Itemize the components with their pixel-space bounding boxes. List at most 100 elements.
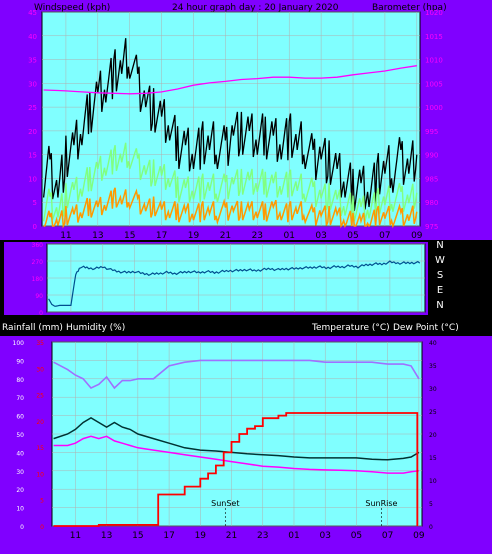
sun-event-markers: SunSet SunRise	[211, 499, 398, 526]
temp-x-tick: 15	[132, 531, 143, 541]
rainfall-line	[53, 412, 419, 527]
direction-tick-labels: 360 270 180 90 0	[32, 242, 44, 317]
wind-x-tick: 09	[411, 231, 423, 241]
wind-x-tick: 03	[315, 231, 326, 241]
wind-direction-line	[48, 260, 421, 307]
wind-x-tick: 21	[220, 231, 231, 241]
wind-grid	[42, 11, 420, 227]
humidity-tick: 0	[20, 524, 24, 531]
temp-x-tick: 03	[319, 531, 330, 541]
wind-x-tick: 01	[283, 231, 294, 241]
temperature-line	[53, 417, 420, 461]
compass-label: W	[435, 255, 445, 266]
wind-right-tick: 980	[425, 199, 438, 207]
wind-x-tick: 23	[252, 231, 263, 241]
direction-series-group	[48, 260, 421, 307]
wind-right-tick: 1005	[425, 80, 443, 88]
rain-tick: 10	[36, 471, 44, 478]
temperature-tick: 10	[429, 478, 437, 485]
temp-x-tick: 17	[163, 531, 174, 541]
wind-x-tick: 05	[347, 231, 358, 241]
barometer-axis-title: Barometer (hpa)	[372, 3, 447, 13]
wind-left-tick: 35	[28, 57, 37, 65]
compass-label: S	[437, 270, 443, 281]
temperature-tick: 30	[429, 386, 437, 393]
direction-tick: 360	[32, 242, 44, 249]
wind-left-tick: 20	[28, 128, 37, 136]
temp-x-tick: 01	[288, 531, 299, 541]
wind-right-tick: 1000	[425, 104, 443, 112]
direction-tick: 90	[35, 293, 43, 300]
wind-series-group	[42, 38, 418, 229]
temperature-axis-title: Temperature (°C)	[311, 323, 390, 333]
wind-panel-header	[0, 0, 492, 12]
temperature-tick: 15	[429, 455, 437, 462]
humidity-tick: 70	[16, 395, 24, 402]
direction-tick: 0	[39, 310, 43, 317]
temperature-tick: 40	[429, 340, 437, 347]
wind-left-tick: 40	[28, 33, 37, 41]
wind-left-tick: 30	[28, 80, 37, 88]
humidity-tick: 30	[16, 469, 24, 476]
humidity-line	[53, 359, 420, 390]
wind-right-tick: 995	[425, 128, 438, 136]
temperature-tick: 0	[429, 524, 433, 531]
wind-right-tick: 1010	[425, 57, 443, 65]
temperature-tick: 25	[429, 409, 437, 416]
temp-x-tick: 11	[70, 531, 81, 541]
temperature-tick: 20	[429, 432, 437, 439]
humidity-tick: 50	[16, 432, 24, 439]
wind-left-tick: 0	[33, 223, 37, 231]
sun-event-label: SunSet	[211, 499, 239, 508]
windspeed-axis-title: Windspeed (kph)	[34, 3, 110, 13]
rain-tick: 35	[36, 340, 44, 347]
temp-x-tick: 05	[351, 531, 362, 541]
rain-tick: 15	[36, 445, 44, 452]
wind-left-tick: 45	[28, 9, 37, 17]
wind-left-tick: 5	[33, 199, 37, 207]
temp-x-tick: 23	[257, 531, 268, 541]
humidity-tick: 10	[16, 506, 24, 513]
temp-x-tick: 13	[101, 531, 112, 541]
humidity-tick: 40	[16, 450, 24, 457]
rainfall-axis-title: Rainfall (mm)	[2, 323, 63, 333]
compass-label: N	[436, 240, 443, 251]
wind-left-tick: 10	[28, 175, 37, 183]
temp-series-group	[53, 359, 420, 527]
wind-x-tick: 13	[92, 231, 103, 241]
wind-left-tick: 25	[28, 104, 37, 112]
temp-x-tick: 21	[226, 531, 237, 541]
wind-right-tick: 975	[425, 223, 438, 231]
wind-x-tick: 07	[379, 231, 390, 241]
compass-label: N	[436, 300, 443, 311]
wind-x-tick: 11	[60, 231, 71, 241]
wind-right-tick-labels: 975 980 985 990 995 1000 1005 1010 1015 1020	[425, 9, 443, 231]
direction-tick: 270	[32, 259, 44, 266]
temp-x-tick-labels: 11 13 15 17 19 21 23 01 03 05 07 09	[70, 531, 425, 541]
dewpoint-line	[53, 435, 419, 474]
temperature-tick-labels: 0 5 10 15 20 25 30 35 40	[429, 340, 437, 531]
wind-right-tick: 1020	[425, 9, 443, 17]
humidity-tick: 90	[16, 358, 24, 365]
wind-x-tick-labels: 11 13 15 17 19 21 23 01 03 05 07 09	[60, 231, 423, 241]
rain-tick: 25	[36, 393, 44, 400]
humidity-axis-title: Humidity (%)	[66, 323, 125, 333]
dewpoint-axis-title: Dew Point (°C)	[393, 323, 459, 333]
humidity-tick: 60	[16, 414, 24, 421]
windspeed-low-line	[43, 187, 418, 229]
temperature-tick: 35	[429, 363, 437, 370]
temp-x-tick: 09	[413, 531, 425, 541]
rain-tick: 5	[40, 498, 44, 505]
chart-title: 24 hour graph day : 20 January 2020	[172, 3, 339, 13]
rain-tick-labels: 0 5 10 15 20 25 30 35	[36, 340, 44, 531]
compass-label: E	[437, 285, 443, 296]
humidity-tick: 80	[16, 377, 24, 384]
wind-left-tick: 15	[28, 152, 37, 160]
wind-right-tick: 1015	[425, 33, 443, 41]
barometer-line	[43, 65, 417, 95]
sun-event-label: SunRise	[365, 499, 397, 508]
wind-plot-area	[41, 11, 421, 227]
temp-panel-header-bg	[0, 318, 492, 336]
